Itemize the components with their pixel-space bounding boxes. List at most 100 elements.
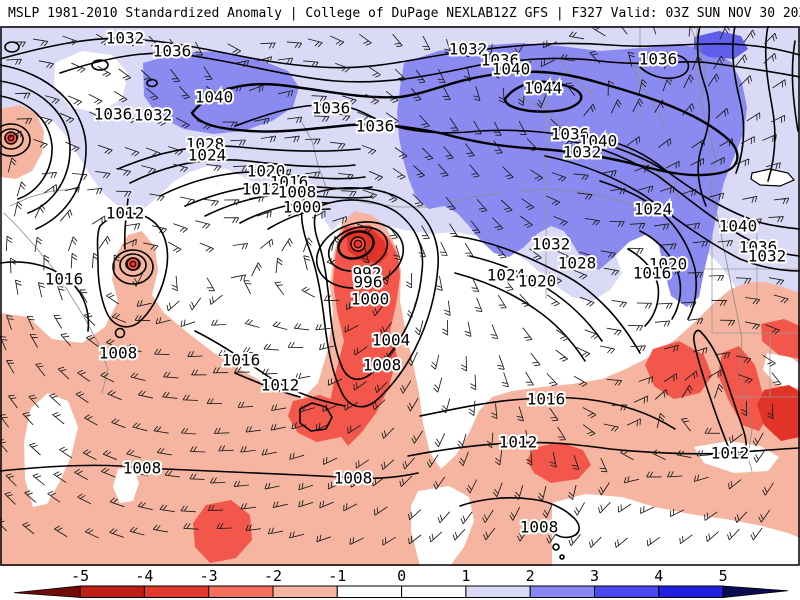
isobar-1016-sw <box>194 330 346 407</box>
low-center-markers <box>4 131 366 271</box>
shade-neg-3-b <box>757 385 800 441</box>
contour-label-1036: 1036 <box>153 42 192 61</box>
coastline-alaska <box>519 58 681 200</box>
low-b-ring-4 <box>96 212 169 328</box>
coastline-north-america <box>689 26 753 472</box>
isobar-1020-mid <box>454 272 586 362</box>
isobar-1036-se <box>569 140 800 257</box>
shade-hole-5 <box>552 494 800 566</box>
low-a-ring-2 <box>0 128 24 150</box>
red-spot-ring <box>114 327 126 339</box>
contour-label-1008: 1008 <box>99 344 138 363</box>
wind-barb-glyphs <box>0 26 790 548</box>
contour-label-1020: 1020 <box>247 162 286 181</box>
isobar-1008-nw <box>239 201 329 224</box>
contour-label-1012: 1012 <box>711 444 750 463</box>
isobar-1044-loop <box>503 80 583 113</box>
low-center-inner-1 <box>129 260 137 268</box>
low-b-ring-2 <box>119 253 147 277</box>
shade-pos-3 <box>694 31 748 59</box>
contour-label-992: 992 <box>353 264 382 283</box>
isobar-1012-trough <box>123 198 129 250</box>
shade-hole-3 <box>24 393 78 507</box>
colorbar-tick--3: -3 <box>200 567 218 585</box>
colorbar-tick--2: -2 <box>264 567 282 585</box>
shade-neg-2-c <box>193 500 252 563</box>
low-a-ring-3 <box>0 123 31 157</box>
contour-label-1040: 1040 <box>492 60 531 79</box>
contour-label-1004: 1004 <box>372 331 411 350</box>
isobar-1016-nw <box>184 183 373 207</box>
isobar-1036-s <box>234 103 666 172</box>
isobar-1032-se <box>544 155 800 272</box>
shade-hole-6 <box>694 441 779 473</box>
contour-label-1008: 1008 <box>278 183 317 202</box>
contour-label-1044: 1044 <box>524 79 563 98</box>
contour-label-1008: 1008 <box>123 459 162 478</box>
contour-label-1020: 1020 <box>518 272 557 291</box>
isobar-1000-nw <box>267 208 331 230</box>
model-valid-time: 12Z GFS | F327 Valid: 03Z SUN NOV 30 202… <box>493 5 800 21</box>
colorbar-segment-2 <box>208 585 274 598</box>
low-c-ring-992 <box>337 230 375 260</box>
contour-label-1024: 1024 <box>634 200 673 219</box>
contour-label-1032: 1032 <box>563 143 602 162</box>
spiral-dot-1 <box>552 543 560 551</box>
isobar-1016-e <box>627 248 660 327</box>
isobar-1020-e <box>639 230 682 320</box>
contour-label-1028: 1028 <box>558 254 597 273</box>
contour-label-1008: 1008 <box>520 518 559 537</box>
red-blob-ring <box>299 402 333 432</box>
contour-label-1036: 1036 <box>481 51 520 70</box>
colorbar-tick-2: 2 <box>526 567 535 585</box>
isobar-1040-loop <box>190 70 739 177</box>
contour-label-1032: 1032 <box>748 247 787 266</box>
colorbar-segment-3 <box>272 585 338 598</box>
contour-label-1000: 1000 <box>351 290 390 309</box>
contour-label-1016: 1016 <box>633 264 672 283</box>
colorbar-segment-0 <box>79 585 145 598</box>
contour-label-1008: 1008 <box>363 356 402 375</box>
contour-label-1040: 1040 <box>195 88 234 107</box>
colorbar-tick-3: 3 <box>590 567 599 585</box>
contour-label-1016: 1016 <box>527 390 566 409</box>
isobar-1024-e <box>599 180 697 320</box>
tiny-loop-1 <box>91 59 109 71</box>
contour-label-1032: 1032 <box>449 40 488 59</box>
isobar-baja-loop <box>693 329 747 457</box>
colorbar-tick-1: 1 <box>461 567 470 585</box>
colorbar-area: -5 -4 -3 -2 -1 0 1 2 3 4 5 <box>0 566 800 600</box>
anomaly-colorbar: -5 -4 -3 -2 -1 0 1 2 3 4 5 <box>13 567 789 598</box>
isobar-1028-nw <box>117 145 361 170</box>
isobar-1024-nw <box>129 159 356 184</box>
contour-label-1036: 1036 <box>94 105 133 124</box>
isobar-1008-spiral <box>459 497 580 539</box>
contour-label-1040: 1040 <box>719 217 758 236</box>
contour-label-1028: 1028 <box>186 135 225 154</box>
shade-neg-2-g <box>761 319 800 359</box>
title-bar: MSLP 1981-2010 Standardized Anomaly | Co… <box>0 0 800 26</box>
shade-neg-2-e <box>645 341 712 399</box>
contour-label-1016: 1016 <box>45 270 84 289</box>
low-b-ring-3 <box>112 249 154 285</box>
contour-label-1036: 1036 <box>356 117 395 136</box>
low-c-ring-996 <box>327 226 389 272</box>
colorbar-segment-6 <box>465 585 531 598</box>
isobar-1016-s <box>419 396 676 430</box>
shade-neg-1-main <box>0 211 800 566</box>
contour-label-1012: 1012 <box>106 204 145 223</box>
contour-label-1012: 1012 <box>261 376 300 395</box>
low-c-ring-1008 <box>300 187 439 408</box>
low-c-ring-1000 <box>315 221 405 289</box>
shade-pos-2-main <box>397 43 747 307</box>
isobar-1024-mid <box>469 255 603 342</box>
contour-label-1032: 1032 <box>532 235 571 254</box>
isobar-canada-2 <box>731 26 745 174</box>
low-center-inner-2 <box>353 239 363 249</box>
isobar-1028-se <box>454 235 641 354</box>
contour-label-1024: 1024 <box>188 146 227 165</box>
contour-label-1012: 1012 <box>499 433 538 452</box>
isobar-1040-se <box>599 138 800 230</box>
